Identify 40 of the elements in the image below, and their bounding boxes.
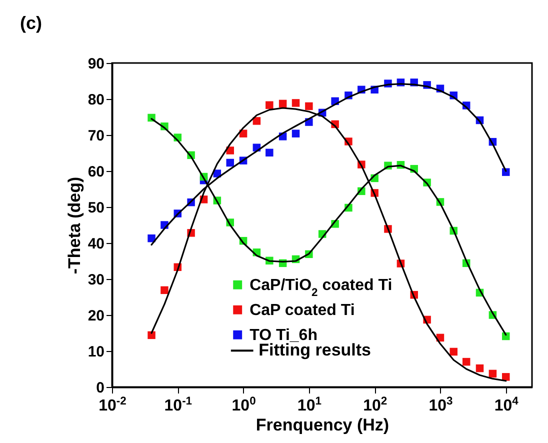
- point: [226, 158, 234, 167]
- y-tick-label: 80: [88, 92, 104, 108]
- point: [305, 102, 313, 110]
- y-tick-label: 10: [88, 344, 104, 360]
- legend-label: CaP coated Ti: [250, 302, 355, 319]
- chart-title: (c): [20, 13, 42, 33]
- point: [266, 148, 274, 157]
- y-tick-label: 60: [88, 164, 104, 180]
- y-axis-title: -Theta (deg): [64, 176, 84, 274]
- y-tick-label: 40: [88, 236, 104, 252]
- x-tick-label: 10$^{3}$: [428, 396, 453, 414]
- point: [148, 234, 156, 242]
- point: [160, 286, 168, 294]
- point: [462, 358, 470, 366]
- y-tick-label: 50: [88, 200, 104, 216]
- x-tick-label: 10$^{2}$: [363, 396, 388, 414]
- x-axis-title: Frenquency (Hz): [256, 416, 390, 434]
- point: [292, 99, 300, 107]
- point: [488, 370, 497, 378]
- legend-label: CaP/TiO$_{2}$ coated Ti: [250, 276, 392, 299]
- point: [252, 117, 261, 125]
- y-tick-label: 90: [88, 56, 104, 72]
- x-tick-label: 10$^{4}$: [494, 396, 520, 414]
- point: [278, 100, 287, 108]
- x-tick-label: 10$^{-1}$: [164, 396, 192, 414]
- point: [292, 130, 300, 138]
- x-tick-label: 10$^{0}$: [232, 396, 256, 414]
- x-tick-label: 10$^{1}$: [297, 396, 322, 414]
- point: [239, 130, 248, 138]
- y-tick-label: 70: [88, 128, 104, 144]
- point: [450, 348, 458, 356]
- point: [476, 364, 484, 372]
- point: [266, 101, 274, 109]
- y-tick-label: 20: [88, 308, 104, 324]
- point: [502, 168, 510, 176]
- y-tick-label: 30: [88, 272, 104, 288]
- y-tick-label: 0: [96, 380, 104, 396]
- point: [502, 373, 510, 381]
- x-tick-label: 10$^{-2}$: [98, 396, 126, 414]
- point: [148, 331, 156, 340]
